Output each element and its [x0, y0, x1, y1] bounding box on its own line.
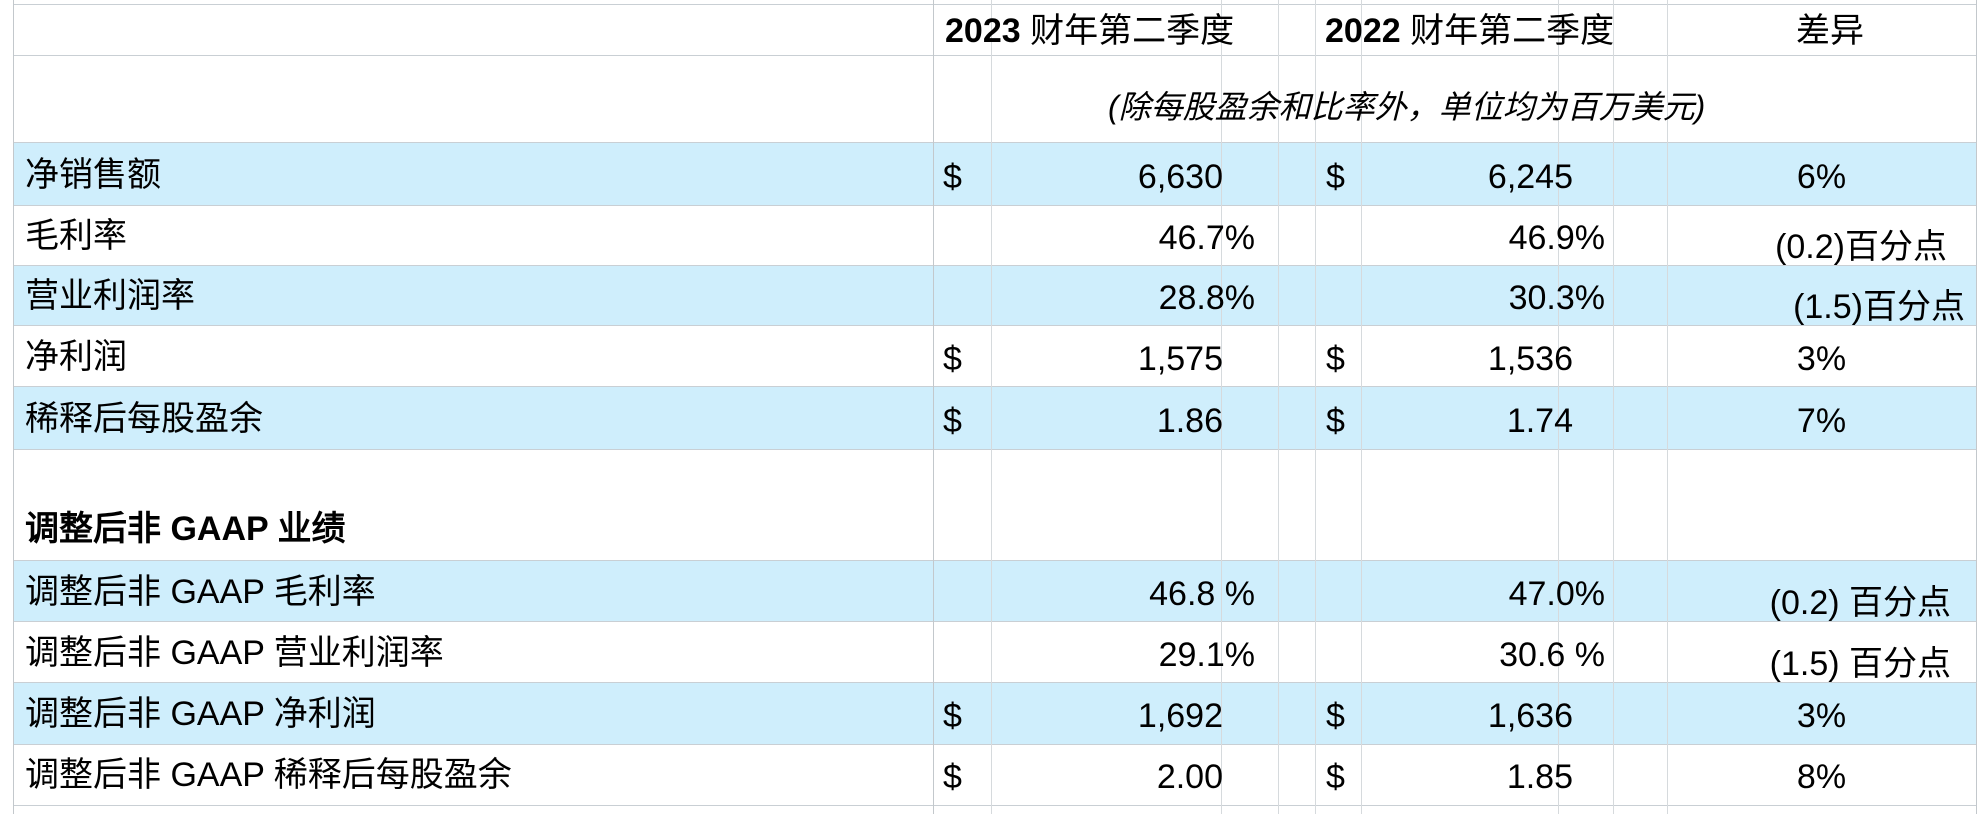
row-label: 调整后非 GAAP 净利润 [25, 695, 376, 733]
value-difference: (0.2)百分点 [1775, 228, 1947, 266]
value-fy2023: 6,630 [1137, 158, 1223, 196]
header-col-fy2022: 2022 财年第二季度 [1325, 12, 1615, 50]
currency-symbol-fy2023: $ [943, 697, 962, 735]
row-bg-operating-margin [13, 265, 1977, 325]
financial-table: 2023 财年第二季度 2022 财年第二季度 差异 (除每股盈余和比率外，单位… [13, 0, 1977, 814]
currency-symbol-fy2023: $ [943, 758, 962, 796]
row-bg-diluted-eps [13, 386, 1977, 449]
currency-symbol-fy2023: $ [943, 158, 962, 196]
currency-symbol-fy2022: $ [1326, 402, 1345, 440]
row-bg-nongaap-net-income [13, 682, 1977, 744]
value-fy2022: 1.85 [1506, 758, 1573, 796]
row-label: 净利润 [25, 338, 127, 376]
row-label: 营业利润率 [25, 277, 195, 315]
value-fy2023: 1,692 [1137, 697, 1223, 735]
value-fy2022: 30.3% [1508, 279, 1605, 317]
header-col-difference: 差异 [1796, 12, 1864, 50]
value-difference: 3% [1796, 340, 1847, 378]
value-fy2023: 28.8% [1158, 279, 1255, 317]
value-difference: (0.2) 百分点 [1769, 584, 1951, 622]
value-fy2023: 46.8 % [1149, 575, 1255, 613]
value-difference: 7% [1796, 402, 1847, 440]
value-fy2022: 1,636 [1487, 697, 1573, 735]
row-label: 稀释后每股盈余 [25, 400, 263, 438]
value-fy2022: 1.74 [1506, 402, 1573, 440]
currency-symbol-fy2022: $ [1326, 158, 1345, 196]
value-fy2023: 1.86 [1156, 402, 1223, 440]
row-label: 调整后非 GAAP 毛利率 [25, 573, 376, 611]
row-label: 毛利率 [25, 217, 127, 255]
currency-symbol-fy2022: $ [1326, 758, 1345, 796]
row-label: 调整后非 GAAP 稀释后每股盈余 [25, 756, 512, 794]
currency-symbol-fy2022: $ [1326, 340, 1345, 378]
currency-symbol-fy2023: $ [943, 402, 962, 440]
value-fy2022: 30.6 % [1499, 636, 1605, 674]
value-difference: 3% [1796, 697, 1847, 735]
row-bg-nongaap-gross-margin [13, 560, 1977, 621]
value-fy2022: 1,536 [1487, 340, 1573, 378]
value-difference: (1.5) 百分点 [1769, 645, 1951, 683]
value-fy2023: 29.1% [1158, 636, 1255, 674]
row-label: 调整后非 GAAP 营业利润率 [25, 634, 444, 672]
value-fy2023: 2.00 [1156, 758, 1223, 796]
value-fy2022: 6,245 [1487, 158, 1573, 196]
unit-note: (除每股盈余和比率外，单位均为百万美元) [1108, 89, 1706, 125]
value-difference: (1.5)百分点 [1793, 288, 1965, 326]
section-title-nongaap: 调整后非 GAAP 业绩 [25, 510, 346, 548]
value-difference: 6% [1796, 158, 1847, 196]
header-col-fy2023: 2023 财年第二季度 [945, 12, 1235, 50]
value-fy2023: 1,575 [1137, 340, 1223, 378]
currency-symbol-fy2023: $ [943, 340, 962, 378]
currency-symbol-fy2022: $ [1326, 697, 1345, 735]
value-fy2022: 46.9% [1508, 219, 1605, 257]
value-fy2023: 46.7% [1158, 219, 1255, 257]
value-difference: 8% [1796, 758, 1847, 796]
row-label: 净销售额 [25, 156, 161, 194]
row-bg-net-sales [13, 143, 1977, 205]
value-fy2022: 47.0% [1508, 575, 1605, 613]
